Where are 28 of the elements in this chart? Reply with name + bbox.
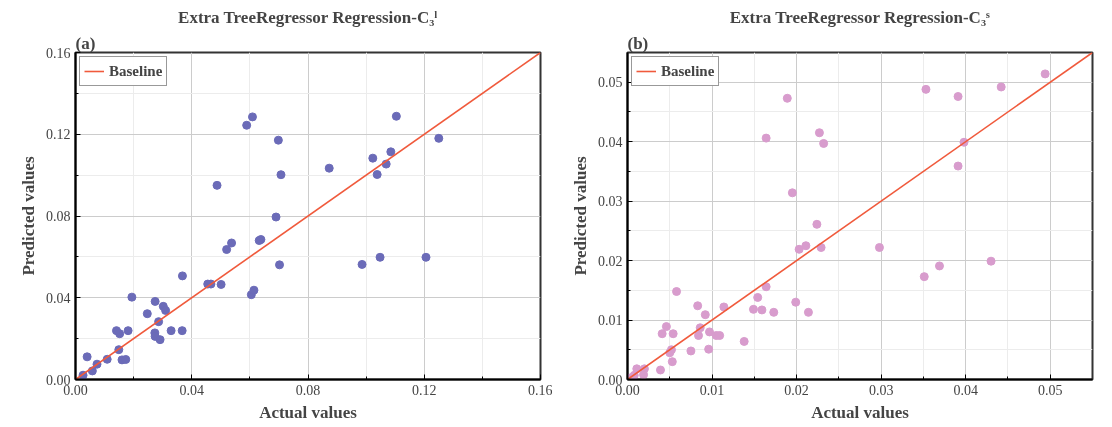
x-tick-label: 0.03 [868, 382, 894, 398]
chart-title: Extra TreeRegressor Regression-C₃ˡ [178, 7, 438, 27]
y-tick-label: 0.08 [46, 209, 71, 224]
y-tick-label: 0.04 [46, 290, 71, 306]
x-tick-label: 0.16 [528, 382, 553, 398]
y-axis-title: Predicted values [571, 156, 590, 276]
y-tick-label: 0.05 [598, 75, 623, 91]
x-axis-title: Actual values [811, 402, 910, 422]
x-tick-label: 0.04 [953, 382, 978, 398]
x-tick-label: 0.12 [412, 382, 437, 398]
legend-label: Baseline [109, 62, 163, 80]
chart-title: Extra TreeRegressor Regression-C₃ˢ [729, 7, 990, 27]
y-tick-label: 0.01 [598, 313, 623, 329]
text: (a) [75, 33, 96, 53]
y-tick-label: 0.16 [46, 45, 71, 61]
x-tick-label: 0.08 [295, 382, 321, 398]
y-tick-label: 0.04 [598, 134, 623, 150]
x-tick-label: 0.04 [179, 382, 204, 398]
x-axis-title: Actual values [259, 402, 358, 422]
y-tick-label: 0.03 [598, 194, 623, 210]
x-tick-label: 0.01 [699, 382, 725, 398]
x-tick-label: 0.02 [784, 382, 809, 398]
x-tick-label: 0.05 [1037, 382, 1063, 398]
y-axis-title: Predicted values [19, 156, 38, 276]
text: (b) [627, 33, 649, 53]
y-tick-label: 0.12 [46, 127, 71, 143]
legend-label: Baseline [661, 62, 715, 80]
y-tick-label: 0.02 [598, 253, 623, 269]
